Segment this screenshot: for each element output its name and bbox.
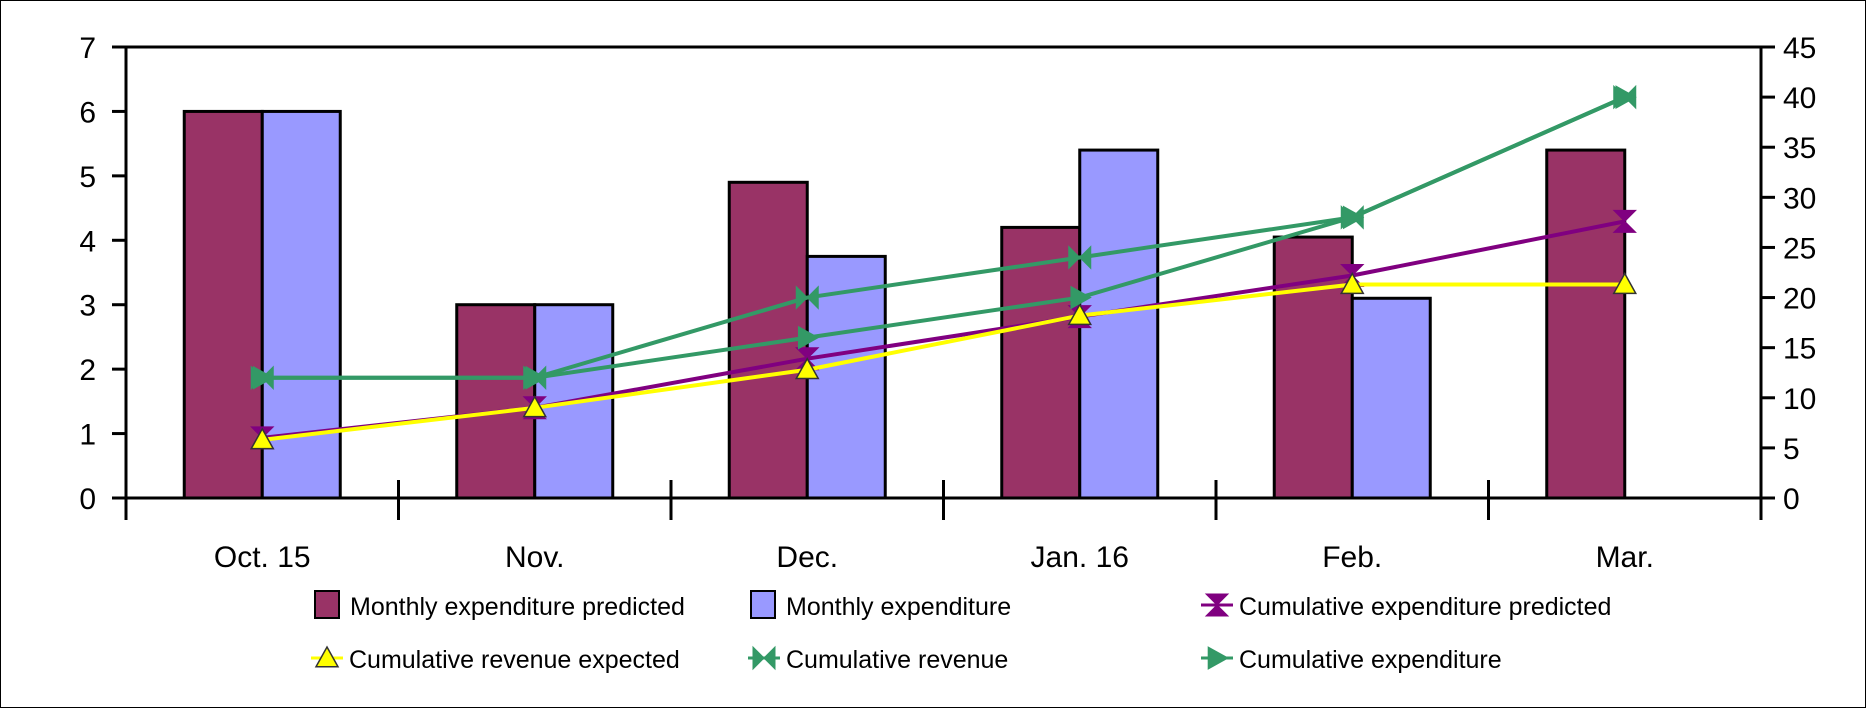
point-cumulative-expenditure-predicted xyxy=(1612,209,1637,233)
point-cumulative-expenditure xyxy=(525,365,547,390)
point-cumulative-expenditure xyxy=(252,365,275,390)
legend-marker xyxy=(314,645,340,668)
x-tick-label: Mar. xyxy=(1596,541,1654,574)
point-cumulative-revenue xyxy=(1068,245,1092,270)
legend-label: Monthly expenditure xyxy=(786,593,1011,621)
line-cumulative-expenditure xyxy=(262,95,1626,380)
y-left-tick-label: 3 xyxy=(79,290,96,323)
legend-item-monthly-expenditure-predicted: Monthly expenditure predicted xyxy=(314,590,685,621)
y-right-tick-label: 35 xyxy=(1783,132,1816,165)
legend-label: Cumulative revenue xyxy=(786,646,1008,674)
y-right-tick-label: 25 xyxy=(1783,232,1816,265)
y-left-tick-label: 7 xyxy=(79,32,96,65)
x-tick-label: Dec. xyxy=(776,541,838,574)
x-tick-label: Jan. 16 xyxy=(1031,541,1129,574)
point-cumulative-revenue-expected xyxy=(249,427,275,450)
legend-label: Cumulative revenue expected xyxy=(349,646,680,674)
y-left-tick-label: 1 xyxy=(79,419,96,452)
bar-monthly-expenditure-predicted xyxy=(455,303,537,500)
y-right-tick-label: 0 xyxy=(1783,483,1800,516)
bar-monthly-expenditure-predicted xyxy=(1000,225,1082,500)
legend-label: Monthly expenditure predicted xyxy=(350,593,685,621)
y-right-tick-label: 15 xyxy=(1783,333,1816,366)
y-right-tick-label: 40 xyxy=(1783,82,1816,115)
y-left-tick-label: 6 xyxy=(79,96,96,129)
legend-swatch xyxy=(314,590,340,619)
x-tick-label: Feb. xyxy=(1322,541,1382,574)
bar-monthly-expenditure-predicted xyxy=(1545,148,1627,500)
point-cumulative-revenue-expected xyxy=(1067,303,1093,326)
line-layer xyxy=(249,84,1638,450)
point-cumulative-revenue-expected xyxy=(794,357,820,380)
y-left-tick-label: 0 xyxy=(79,483,96,516)
legend-item-monthly-expenditure: Monthly expenditure xyxy=(750,590,1011,621)
legend-item-cumulative-revenue: Cumulative revenue xyxy=(748,645,1008,674)
y-right-tick-label: 10 xyxy=(1783,383,1816,416)
legend: Monthly expenditure predicted Monthly exp… xyxy=(311,590,1611,674)
legend-marker xyxy=(1207,646,1230,670)
y-right-tick-label: 45 xyxy=(1783,32,1816,65)
point-cumulative-expenditure xyxy=(1615,85,1637,109)
legend-marker xyxy=(752,645,776,671)
legend-swatch xyxy=(750,590,776,619)
y-left-tick-label: 5 xyxy=(79,161,96,194)
y-left-tick-label: 4 xyxy=(79,225,96,258)
bar-monthly-expenditure-predicted xyxy=(182,109,264,500)
line-cumulative-revenue-expected xyxy=(262,282,1625,442)
x-tick-label: Oct. 15 xyxy=(214,541,311,574)
legend-label: Cumulative expenditure xyxy=(1239,646,1502,674)
legend-item-cumulative-revenue-expected: Cumulative revenue expected xyxy=(311,645,680,674)
point-cumulative-revenue-expected xyxy=(522,395,548,418)
legend-item-cumulative-expenditure: Cumulative expenditure xyxy=(1201,646,1502,674)
point-cumulative-expenditure xyxy=(1070,285,1092,310)
y-right-tick-label: 30 xyxy=(1783,182,1816,215)
x-tick-label: Nov. xyxy=(505,541,564,574)
legend-item-cumulative-expenditure-predicted: Cumulative expenditure predicted xyxy=(1201,593,1611,621)
point-cumulative-expenditure xyxy=(797,325,820,350)
bar-layer xyxy=(182,109,1627,500)
point-cumulative-expenditure xyxy=(1342,205,1365,230)
point-cumulative-revenue-expected xyxy=(1612,271,1638,295)
legend-marker xyxy=(1204,593,1230,617)
y-right-tick-label: 20 xyxy=(1783,283,1816,316)
bar-monthly-expenditure xyxy=(1350,296,1432,500)
point-cumulative-revenue xyxy=(795,285,819,310)
legend-label: Cumulative expenditure predicted xyxy=(1239,593,1611,621)
y-right-tick-label: 5 xyxy=(1783,433,1800,466)
y-left-tick-label: 2 xyxy=(79,354,96,387)
bar-monthly-expenditure xyxy=(1078,148,1160,500)
point-cumulative-revenue-expected xyxy=(1339,271,1365,295)
